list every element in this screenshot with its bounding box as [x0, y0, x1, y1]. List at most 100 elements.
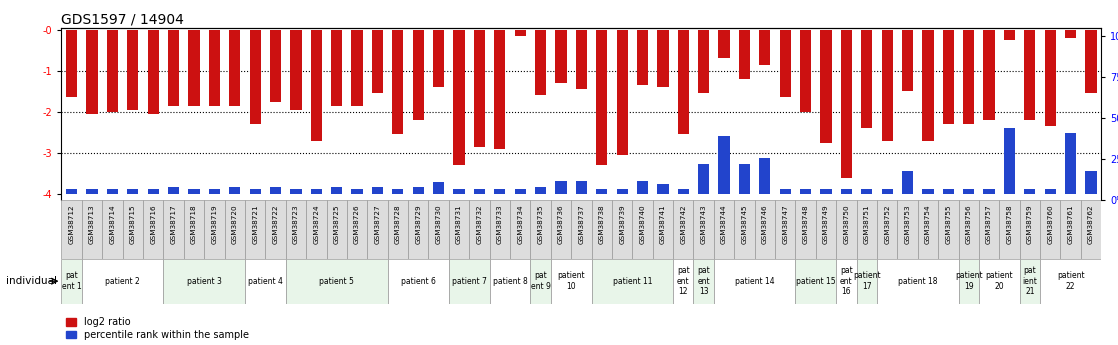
Bar [551, 259, 591, 304]
Bar [1020, 259, 1040, 304]
Text: GSM38719: GSM38719 [211, 205, 217, 244]
Bar [693, 200, 714, 259]
Bar [536, 187, 547, 194]
Text: GSM38740: GSM38740 [639, 205, 645, 244]
Bar [127, 30, 139, 110]
Bar [596, 30, 607, 165]
Bar [148, 189, 159, 194]
Bar [633, 200, 653, 259]
Bar [942, 30, 954, 124]
Text: GSM38760: GSM38760 [1048, 205, 1053, 244]
Bar [657, 184, 669, 194]
Text: GSM38723: GSM38723 [293, 205, 299, 244]
Bar [163, 200, 183, 259]
Bar [942, 189, 954, 194]
Bar [311, 30, 322, 140]
Bar [779, 189, 790, 194]
Bar [637, 30, 648, 85]
Bar [714, 200, 735, 259]
Bar [209, 189, 220, 194]
Bar [61, 259, 82, 304]
Bar [739, 164, 750, 194]
Bar [107, 30, 119, 112]
Bar [1081, 200, 1101, 259]
Bar [719, 136, 730, 194]
Bar [556, 30, 567, 83]
Bar [902, 171, 913, 194]
Bar [448, 200, 470, 259]
Bar [388, 200, 408, 259]
Bar [963, 189, 974, 194]
Bar [127, 189, 139, 194]
Text: GSM38753: GSM38753 [904, 205, 910, 244]
Bar [536, 30, 547, 95]
Bar [637, 181, 648, 194]
Bar [388, 259, 448, 304]
Text: patient
22: patient 22 [1057, 272, 1084, 291]
Bar [183, 200, 205, 259]
Bar [102, 200, 123, 259]
Bar [392, 189, 404, 194]
Bar [571, 200, 591, 259]
Bar [821, 30, 832, 142]
Bar [882, 189, 893, 194]
Bar [408, 200, 428, 259]
Bar [979, 200, 999, 259]
Bar [1065, 133, 1077, 194]
Bar [225, 200, 245, 259]
Bar [61, 200, 82, 259]
Bar [775, 200, 795, 259]
Text: pat
ent 1: pat ent 1 [61, 272, 82, 291]
Bar [882, 30, 893, 140]
Bar [877, 200, 898, 259]
Bar [856, 259, 877, 304]
Bar [922, 30, 934, 140]
Bar [821, 189, 832, 194]
Bar [735, 200, 755, 259]
Text: patient 2: patient 2 [105, 277, 140, 286]
Bar [123, 200, 143, 259]
Text: GSM38728: GSM38728 [395, 205, 401, 244]
Text: GSM38724: GSM38724 [313, 205, 320, 244]
Text: patient 8: patient 8 [493, 277, 528, 286]
Bar [86, 30, 97, 114]
Bar [86, 189, 97, 194]
Bar [963, 30, 974, 124]
Text: GSM38718: GSM38718 [191, 205, 197, 244]
Bar [678, 30, 689, 135]
Bar [693, 259, 714, 304]
Bar [66, 30, 77, 97]
Text: GSM38742: GSM38742 [680, 205, 686, 244]
Text: patient 5: patient 5 [320, 277, 354, 286]
Bar [286, 200, 306, 259]
Bar [490, 259, 530, 304]
Bar [510, 200, 530, 259]
Bar [918, 200, 938, 259]
Bar [249, 189, 260, 194]
Bar [1024, 30, 1035, 120]
Bar [372, 187, 383, 194]
Text: GSM38714: GSM38714 [110, 205, 115, 244]
Bar [922, 189, 934, 194]
Bar [291, 30, 302, 110]
Bar [958, 259, 979, 304]
Text: individual: individual [6, 276, 57, 286]
Text: pat
ent 9: pat ent 9 [531, 272, 550, 291]
Text: GSM38721: GSM38721 [253, 205, 258, 244]
Bar [861, 30, 872, 128]
Text: GSM38716: GSM38716 [150, 205, 157, 244]
Bar [800, 189, 812, 194]
Text: GSM38762: GSM38762 [1088, 205, 1095, 244]
Text: GSM38746: GSM38746 [761, 205, 768, 244]
Bar [861, 189, 872, 194]
Bar [877, 259, 958, 304]
Bar [82, 200, 102, 259]
Bar [795, 259, 836, 304]
Bar [698, 164, 709, 194]
Bar [1065, 30, 1077, 38]
Text: patient 18: patient 18 [898, 277, 938, 286]
Text: GDS1597 / 14904: GDS1597 / 14904 [61, 12, 184, 27]
Bar [755, 200, 775, 259]
Bar [368, 200, 388, 259]
Bar [143, 200, 163, 259]
